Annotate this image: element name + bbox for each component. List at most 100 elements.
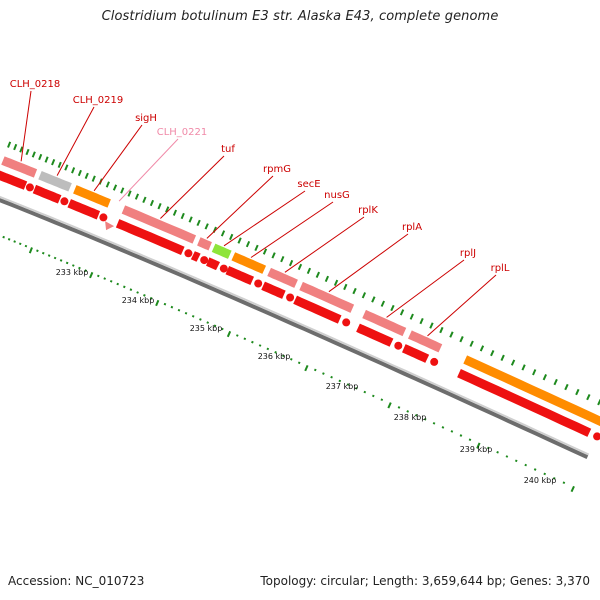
inner-tick bbox=[235, 334, 239, 337]
gene-label-g12[interactable]: rplL bbox=[491, 263, 510, 274]
inner-tick bbox=[289, 357, 293, 361]
leader-g9 bbox=[284, 216, 365, 273]
cds-arrow-g7[interactable] bbox=[206, 257, 221, 271]
outer-tick bbox=[315, 271, 321, 279]
inner-tick bbox=[570, 485, 575, 493]
gene-segment-g7[interactable] bbox=[211, 243, 232, 259]
inner-tick bbox=[322, 372, 325, 375]
gene-label-g9[interactable]: rplK bbox=[358, 205, 378, 216]
outer-tick bbox=[105, 181, 110, 188]
outer-tick bbox=[352, 287, 357, 295]
inner-tick bbox=[397, 406, 401, 409]
backbone-dark-line bbox=[0, 198, 589, 460]
cds-arrow-g5[interactable] bbox=[115, 219, 185, 256]
inner-tick bbox=[59, 259, 63, 262]
outer-tick bbox=[180, 212, 185, 220]
gene-label-g7[interactable]: secE bbox=[297, 179, 320, 190]
inner-tick bbox=[441, 426, 445, 429]
outer-tick bbox=[71, 167, 76, 174]
inner-tick bbox=[266, 347, 270, 351]
inner-tick bbox=[7, 238, 11, 241]
inner-tick bbox=[221, 327, 224, 331]
gene-segment-g13[interactable] bbox=[463, 355, 600, 427]
gene-label-g3[interactable]: sigH bbox=[135, 113, 157, 124]
inner-tick bbox=[96, 274, 100, 278]
gene-label-g6[interactable]: rpmG bbox=[263, 164, 291, 175]
outer-tick bbox=[542, 373, 548, 381]
inner-tick bbox=[543, 472, 547, 476]
gene-segment-g8[interactable] bbox=[231, 252, 267, 274]
inner-tick bbox=[191, 314, 195, 318]
inner-tick bbox=[199, 318, 202, 321]
gene-label-g5[interactable]: tuf bbox=[221, 144, 235, 155]
gene-segment-g1[interactable] bbox=[1, 156, 38, 178]
kbp-labels: 233 kbp 234 kbp 235 kbp 236 kbp 237 kbp 238 k… bbox=[56, 268, 557, 485]
inner-tick bbox=[258, 344, 262, 347]
cds-arrowhead-g9 bbox=[286, 293, 295, 302]
cds-arrow-g9[interactable] bbox=[261, 281, 286, 299]
inner-tick bbox=[18, 242, 22, 246]
cds-arrow-g6[interactable] bbox=[190, 251, 201, 262]
outer-tick bbox=[120, 187, 125, 194]
cds-arrow-g13[interactable] bbox=[457, 369, 592, 437]
kbp-label: 237 kbp bbox=[326, 382, 359, 391]
cds-arrow-g8[interactable] bbox=[225, 265, 255, 286]
gene-segment-g10[interactable] bbox=[299, 281, 355, 313]
gene-segment-g5[interactable] bbox=[121, 205, 197, 244]
cds-arrowhead-g5 bbox=[184, 249, 193, 258]
kbp-label: 239 kbp bbox=[460, 445, 493, 454]
backbone-light-line bbox=[0, 195, 590, 456]
outer-tick bbox=[297, 263, 303, 271]
inner-tick bbox=[177, 308, 181, 312]
inner-tick bbox=[297, 361, 301, 365]
inner-tick bbox=[274, 351, 277, 354]
outer-tick bbox=[449, 331, 454, 338]
inner-tick bbox=[226, 330, 232, 338]
cds-arrow-g2[interactable] bbox=[32, 184, 62, 204]
gene-segment-g2[interactable] bbox=[38, 171, 72, 192]
cds-arrow-g10[interactable] bbox=[293, 295, 342, 324]
outer-tick bbox=[429, 322, 434, 329]
outer-tick bbox=[57, 161, 62, 168]
gene-label-g8[interactable]: nusG bbox=[324, 190, 350, 201]
outer-tick bbox=[380, 300, 386, 307]
gene-segment-g6[interactable] bbox=[197, 237, 212, 251]
cds-arrowhead-g3 bbox=[99, 213, 108, 222]
outer-tick bbox=[439, 326, 444, 334]
outer-tick bbox=[371, 296, 376, 303]
kbp-label: 234 kbp bbox=[122, 296, 155, 305]
cds-arrowhead-g8 bbox=[254, 279, 263, 288]
leader-g5 bbox=[160, 155, 225, 219]
gene-segment-g3[interactable] bbox=[73, 185, 111, 208]
gene-segment-g12[interactable] bbox=[407, 330, 443, 353]
gene-label-g4[interactable]: CLH_0221 bbox=[157, 127, 208, 138]
inner-tick bbox=[36, 249, 39, 253]
inner-tick bbox=[24, 244, 28, 248]
cds-arrowhead-g7 bbox=[219, 264, 228, 273]
gene-label-g10[interactable]: rplA bbox=[402, 222, 422, 233]
genome-title: Clostridium botulinum E3 str. Alaska E43… bbox=[101, 9, 499, 24]
gene-segment-g4[interactable] bbox=[105, 221, 115, 231]
gene-label-g1[interactable]: CLH_0218 bbox=[10, 79, 61, 90]
inner-tick bbox=[129, 288, 133, 291]
outer-tick bbox=[157, 203, 162, 210]
outer-tick bbox=[245, 241, 251, 248]
inner-tick bbox=[371, 394, 375, 398]
cds-arrow-g1[interactable] bbox=[0, 170, 28, 190]
outer-tick bbox=[409, 313, 414, 320]
outer-tick bbox=[333, 279, 339, 287]
cds-arrow-g12[interactable] bbox=[402, 344, 430, 363]
outer-tick bbox=[149, 199, 155, 207]
cds-arrow-g11[interactable] bbox=[356, 323, 394, 347]
inner-tick bbox=[380, 398, 384, 402]
gene-label-g11[interactable]: rplJ bbox=[460, 248, 476, 259]
inner-tick bbox=[338, 379, 342, 383]
inner-tick bbox=[459, 434, 463, 437]
gene-segment-g11[interactable] bbox=[362, 309, 407, 337]
inner-tick bbox=[103, 277, 107, 280]
gene-label-g2[interactable]: CLH_0219 bbox=[73, 95, 124, 106]
outer-tick bbox=[479, 345, 485, 352]
gene-segment-g9[interactable] bbox=[267, 267, 298, 288]
cds-arrow-g3[interactable] bbox=[67, 199, 101, 220]
